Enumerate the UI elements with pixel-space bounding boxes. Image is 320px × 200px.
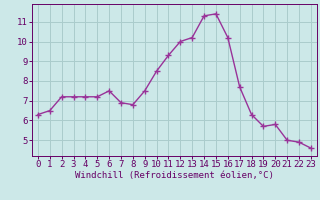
X-axis label: Windchill (Refroidissement éolien,°C): Windchill (Refroidissement éolien,°C) — [75, 171, 274, 180]
